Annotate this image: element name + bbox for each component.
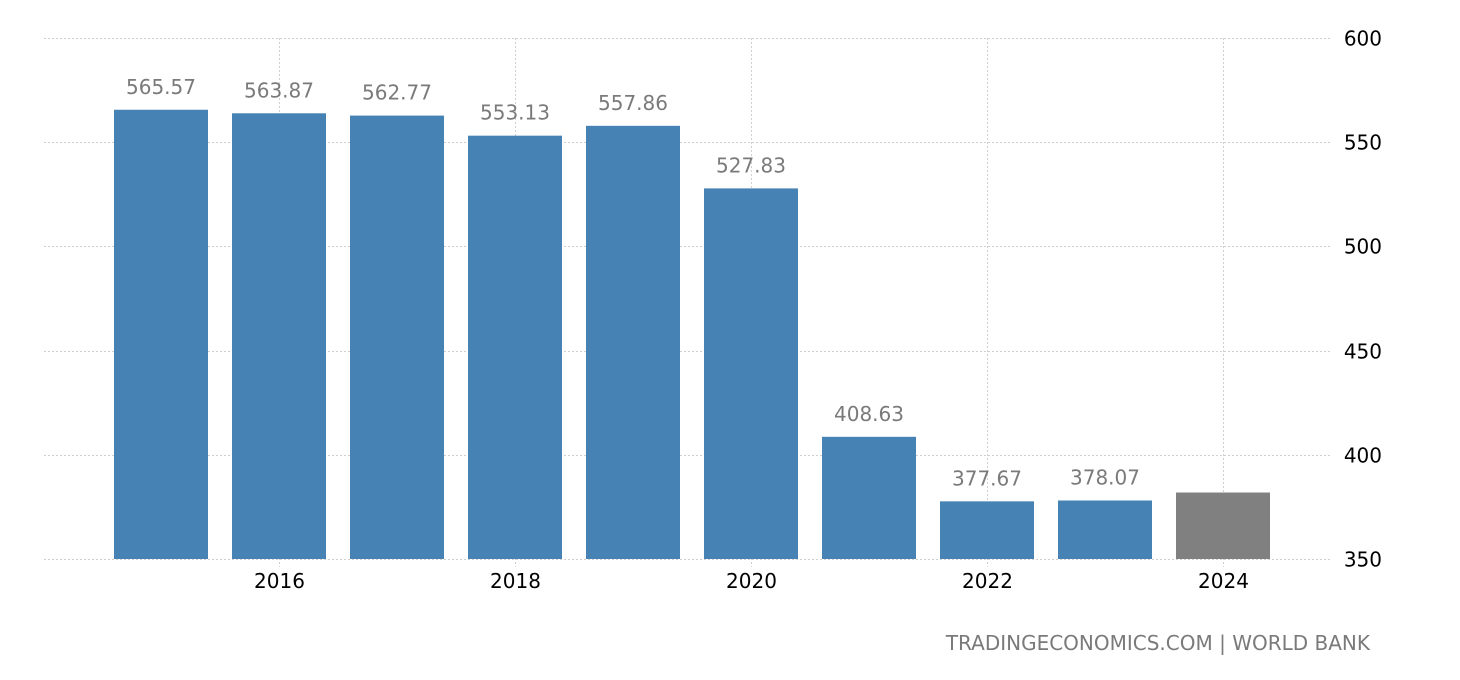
bar-2017[interactable] [350,115,444,560]
bar-2023[interactable] [1058,500,1152,559]
bar-2021[interactable] [822,436,916,559]
bar-2024[interactable] [1176,492,1270,559]
y-tick-label: 450 [1344,340,1382,364]
data-label: 557.86 [598,91,668,115]
x-axis: 2016 2018 2020 2022 2024 [254,569,1249,593]
data-label: 377.67 [952,466,1022,490]
bar-2020[interactable] [704,188,798,559]
bar-2019[interactable] [586,125,680,559]
data-label: 565.57 [126,75,196,99]
y-axis: 350 400 450 500 550 600 [1344,27,1382,572]
y-tick-label: 600 [1344,27,1382,51]
x-tick-label: 2022 [962,569,1013,593]
y-tick-label: 550 [1344,131,1382,155]
bar-2016[interactable] [232,113,326,559]
bars [114,109,1270,560]
data-label: 563.87 [244,78,314,102]
data-label: 553.13 [480,101,550,125]
x-tick-label: 2024 [1198,569,1249,593]
bar-2015[interactable] [114,109,208,559]
source-credit: TRADINGECONOMICS.COM | WORLD BANK [945,631,1371,655]
data-label: 378.07 [1070,466,1140,490]
data-label: 527.83 [716,153,786,177]
y-tick-label: 350 [1344,548,1382,572]
data-label: 562.77 [362,81,432,105]
bar-2018[interactable] [468,135,562,560]
x-tick-label: 2020 [726,569,777,593]
x-tick-label: 2018 [490,569,541,593]
x-tick-label: 2016 [254,569,305,593]
data-label: 408.63 [834,402,904,426]
y-tick-label: 500 [1344,235,1382,259]
y-tick-label: 400 [1344,444,1382,468]
bar-2022[interactable] [940,501,1034,559]
data-labels: 565.57 563.87 562.77 553.13 557.86 527.83 408.… [126,75,1140,491]
